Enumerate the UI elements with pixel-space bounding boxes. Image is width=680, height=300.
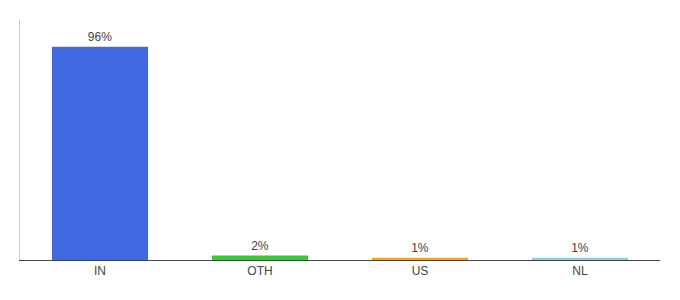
- svg-text:US: US: [412, 264, 429, 278]
- svg-text:1%: 1%: [411, 241, 429, 255]
- svg-text:OTH: OTH: [247, 264, 272, 278]
- svg-text:1%: 1%: [571, 241, 589, 255]
- svg-text:NL: NL: [572, 264, 588, 278]
- svg-text:96%: 96%: [88, 30, 112, 44]
- svg-text:IN: IN: [94, 264, 106, 278]
- svg-text:2%: 2%: [251, 239, 269, 253]
